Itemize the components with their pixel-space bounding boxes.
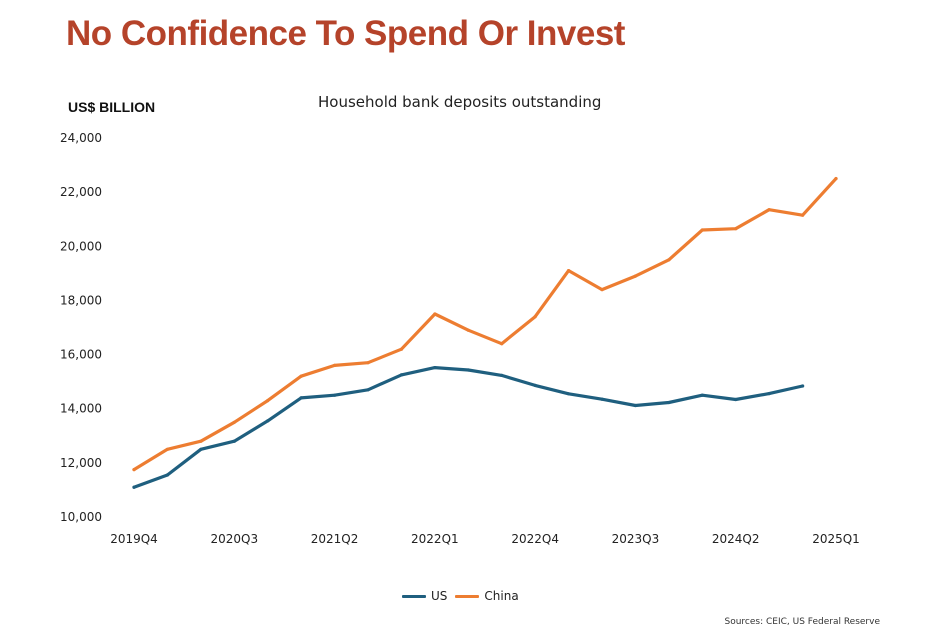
- y-tick-label: 10,000: [60, 510, 102, 524]
- data-point-us-2020q3: [232, 439, 236, 443]
- data-point-china-2020q2: [199, 439, 203, 443]
- x-axis-ticks: 2019Q4 2020Q3 2021Q2 2022Q1 2022Q4 2023Q3 2024…: [110, 532, 860, 546]
- data-point-china-2022q2: [466, 328, 470, 332]
- legend-label-us: US: [431, 589, 448, 603]
- data-point-china-2024q2: [734, 227, 738, 231]
- y-axis-unit-label: US$ BILLION: [68, 99, 156, 115]
- x-tick-label: 2022Q1: [411, 532, 459, 546]
- data-point-us-2024q4: [801, 384, 805, 388]
- legend-swatch-us: [402, 594, 426, 598]
- data-point-china-2021q3: [366, 361, 370, 365]
- series-lines: [132, 177, 838, 489]
- data-point-us-2020q2: [199, 447, 203, 451]
- y-tick-label: 16,000: [60, 348, 102, 362]
- legend-item-china: China: [455, 589, 519, 603]
- y-tick-label: 14,000: [60, 402, 102, 416]
- data-point-china-2022q3: [500, 342, 504, 346]
- data-point-us-2020q4: [266, 419, 270, 423]
- headline: No Confidence To Spend Or Invest: [66, 14, 625, 53]
- data-point-china-2019q4: [132, 468, 136, 472]
- legend-label-china: China: [484, 589, 519, 603]
- y-tick-label: 12,000: [60, 456, 102, 470]
- y-tick-label: 18,000: [60, 293, 102, 307]
- series-line-us: [132, 366, 805, 489]
- data-point-us-2024q1: [700, 393, 704, 397]
- data-point-us-2024q2: [734, 397, 738, 402]
- x-tick-label: 2021Q2: [311, 532, 359, 546]
- data-point-china-2020q4: [266, 399, 270, 403]
- data-point-china-2024q3: [767, 208, 771, 212]
- data-point-us-2022q2: [466, 368, 470, 372]
- x-tick-label: 2019Q4: [110, 532, 158, 546]
- data-point-us-2023q2: [600, 397, 604, 401]
- data-point-us-2022q4: [533, 383, 537, 387]
- data-point-china-2025q1: [834, 177, 838, 181]
- y-axis-ticks: 10,000 12,000 14,000 16,000 18,000 20,000 22,0…: [60, 131, 102, 524]
- x-tick-label: 2020Q3: [210, 532, 258, 546]
- data-point-us-2020q1: [165, 473, 169, 477]
- x-tick-label: 2023Q3: [612, 532, 660, 546]
- chart-title: Household bank deposits outstanding: [318, 93, 602, 111]
- data-point-us-2021q1: [299, 396, 303, 400]
- data-point-china-2021q2: [333, 363, 337, 367]
- data-point-china-2020q3: [232, 420, 236, 424]
- data-point-us-2021q2: [333, 393, 337, 397]
- data-point-china-2024q1: [700, 228, 704, 232]
- data-point-china-2023q2: [600, 288, 604, 292]
- data-point-china-2023q1: [567, 269, 571, 273]
- data-point-china-2022q1: [433, 312, 437, 316]
- data-point-us-2021q4: [399, 373, 403, 377]
- data-point-china-2020q1: [165, 447, 169, 451]
- data-point-us-2019q4: [132, 485, 136, 489]
- data-point-china-2021q4: [399, 347, 403, 351]
- data-point-china-2022q4: [533, 315, 537, 319]
- legend-swatch-china: [455, 594, 480, 598]
- data-point-china-2023q3: [633, 274, 638, 278]
- x-tick-label: 2025Q1: [812, 532, 860, 546]
- data-point-china-2024q4: [801, 213, 805, 217]
- data-point-us-2023q1: [567, 392, 571, 396]
- series-line-china: [132, 177, 838, 472]
- data-point-china-2023q4: [667, 258, 671, 262]
- data-point-china-2021q1: [299, 374, 303, 378]
- x-tick-label: 2022Q4: [511, 532, 559, 546]
- y-tick-label: 22,000: [60, 185, 102, 199]
- data-point-us-2023q3: [633, 403, 638, 408]
- data-point-us-2024q3: [767, 392, 771, 396]
- legend-item-us: US: [402, 589, 447, 603]
- y-tick-label: 20,000: [60, 239, 102, 253]
- legend: US China: [402, 589, 519, 603]
- x-tick-label: 2024Q2: [712, 532, 760, 546]
- data-point-us-2023q4: [667, 400, 671, 405]
- source-note: Sources: CEIC, US Federal Reserve: [724, 617, 880, 627]
- data-point-us-2022q3: [500, 373, 504, 377]
- data-point-us-2022q1: [433, 366, 437, 370]
- data-point-us-2021q3: [366, 388, 370, 392]
- y-tick-label: 24,000: [60, 131, 102, 145]
